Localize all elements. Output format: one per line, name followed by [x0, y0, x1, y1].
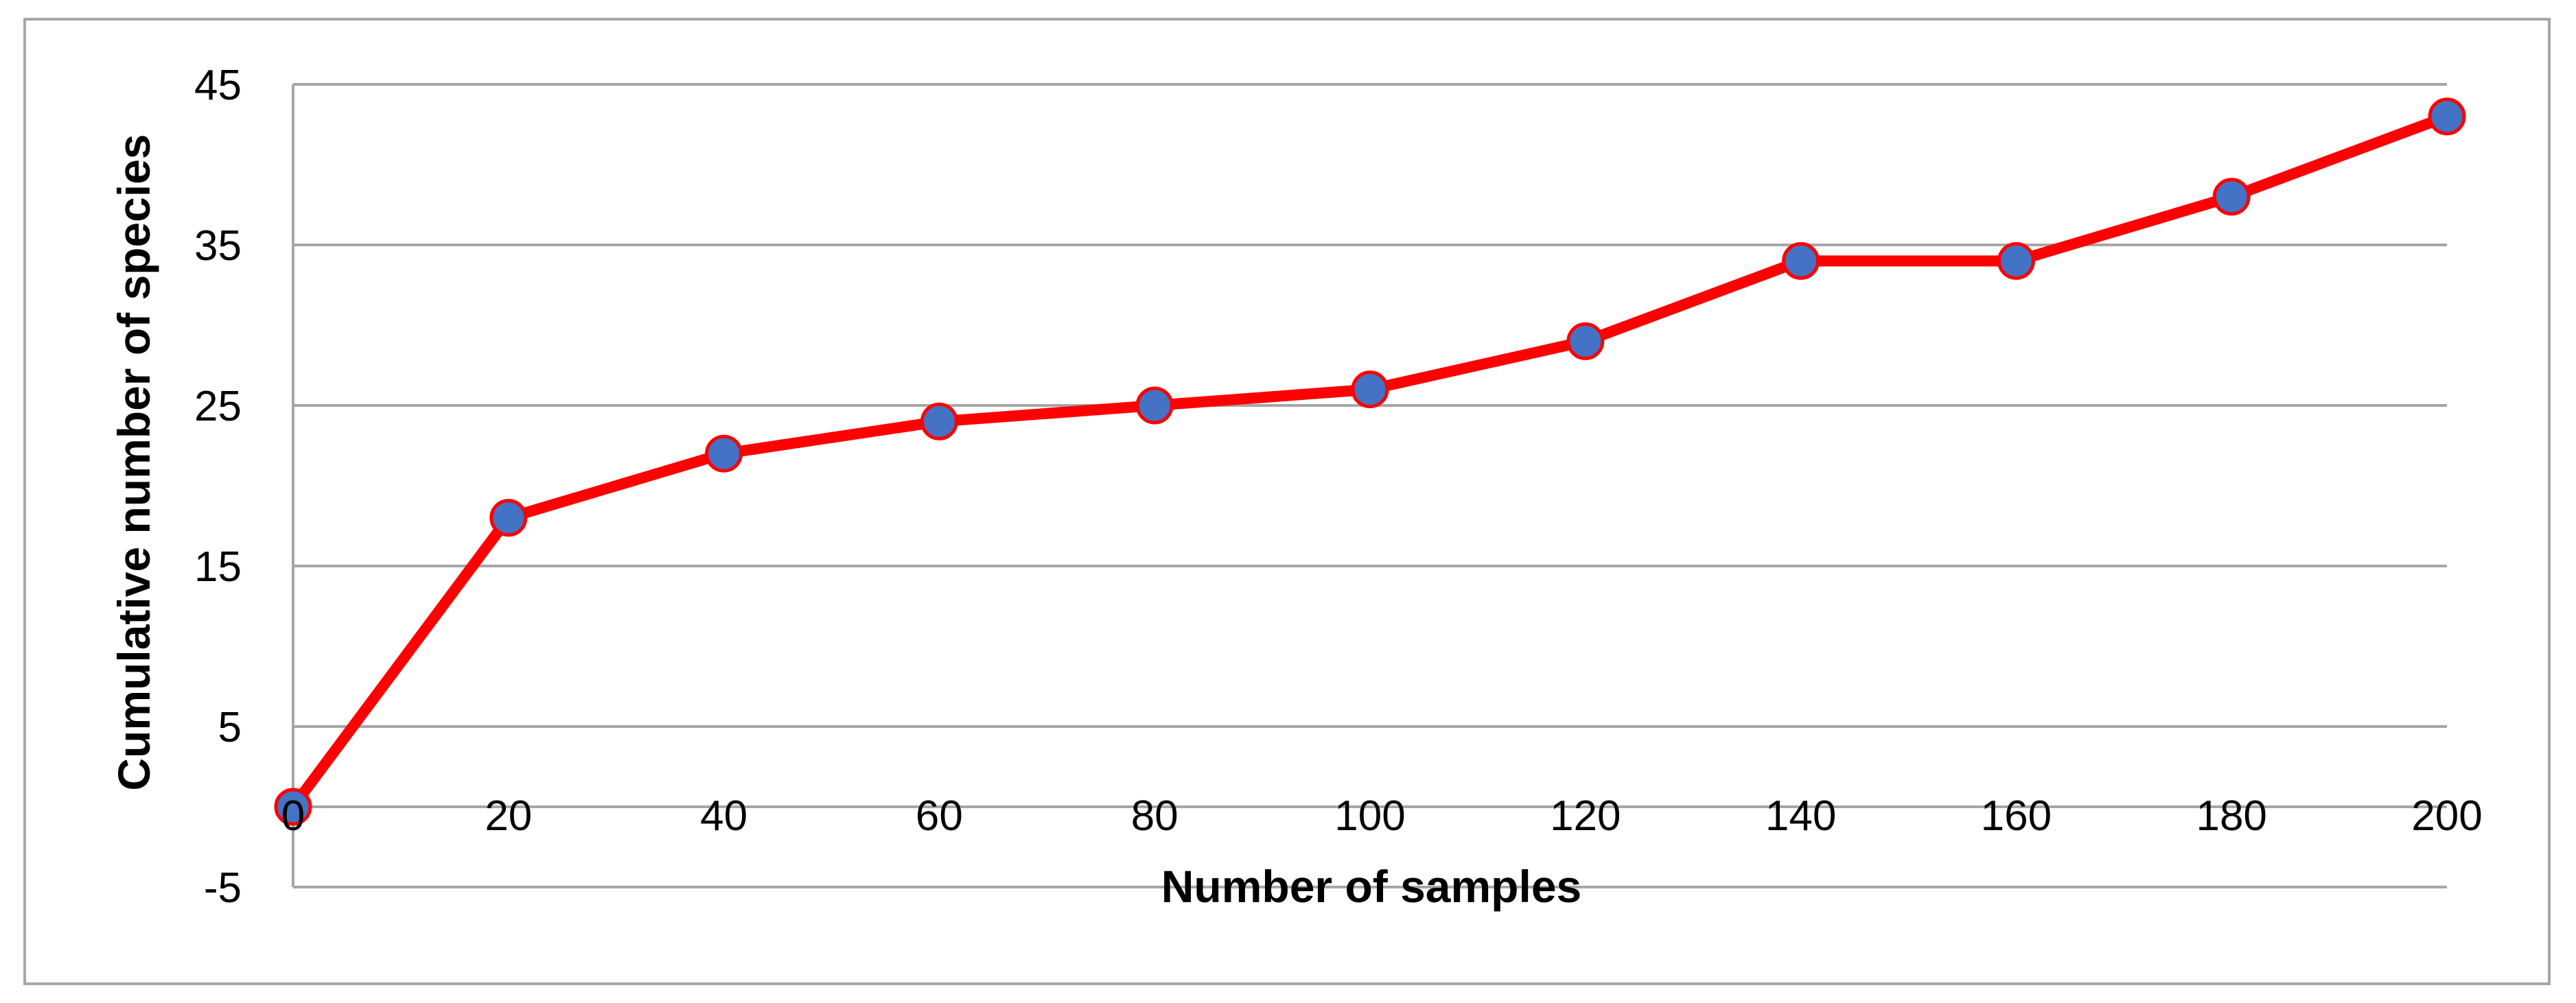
data-point-40	[705, 434, 743, 473]
data-point-200	[2428, 97, 2466, 136]
chart-frame	[23, 18, 2551, 985]
x-axis-title: Number of samples	[1161, 861, 1582, 912]
x-tick-label-120: 120	[1550, 792, 1621, 840]
data-point-60	[920, 402, 958, 440]
data-point-20	[489, 499, 528, 537]
x-tick-label-160: 160	[1981, 792, 2052, 840]
y-axis-title: Cumulative number of species	[108, 134, 159, 790]
y-tick-label-45: 45	[194, 62, 242, 109]
data-point-0	[274, 788, 312, 826]
y-tick-label-15: 15	[194, 543, 242, 591]
x-tick-label-60: 60	[916, 792, 963, 840]
y-tick-label-35: 35	[194, 222, 242, 270]
data-point-100	[1351, 370, 1389, 409]
data-point-180	[2212, 178, 2251, 216]
x-tick-label-200: 200	[2411, 792, 2482, 840]
x-tick-label-100: 100	[1334, 792, 1405, 840]
y-tick-label-5: 5	[218, 704, 242, 751]
y-tick-label--5: -5	[204, 864, 242, 912]
data-point-80	[1135, 386, 1174, 425]
series	[274, 97, 2466, 826]
x-tick-label-140: 140	[1765, 792, 1836, 840]
x-tick-label-80: 80	[1131, 792, 1179, 840]
x-tick-label-20: 20	[485, 792, 532, 840]
x-tick-label-0: 0	[281, 792, 305, 840]
data-point-140	[1782, 241, 1820, 280]
axes	[292, 84, 2447, 888]
tick-labels: -5 5 15 25 35 45 0 20 40 60 80 100 120 140 160 180 200	[194, 62, 2483, 912]
data-point-160	[1997, 241, 2035, 280]
x-tick-label-40: 40	[700, 792, 747, 840]
grid-lines	[293, 83, 2447, 808]
data-point-120	[1566, 322, 1605, 360]
y-tick-label-25: 25	[194, 383, 242, 430]
x-tick-label-180: 180	[2196, 792, 2266, 840]
series-line	[288, 110, 2452, 812]
